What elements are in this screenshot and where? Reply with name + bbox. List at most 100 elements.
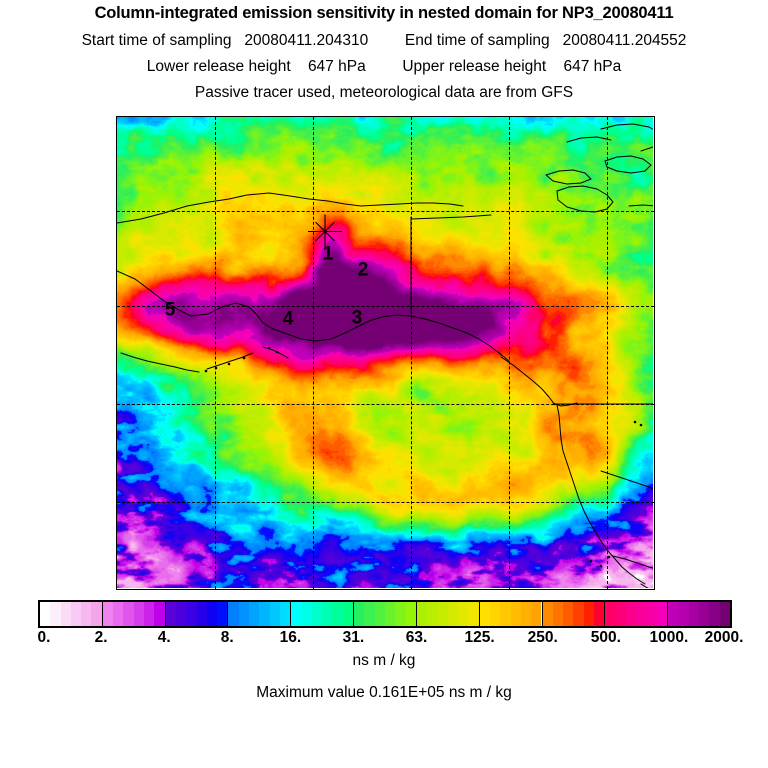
colorbar-container: 0. 2. 4. 8. 16. 31. 63. 125. 250. 500. 1000. 2000. bbox=[38, 600, 743, 646]
colorbar-step bbox=[186, 602, 197, 626]
maximum-value-label: Maximum value 0.161E+05 ns m / kg bbox=[256, 684, 512, 701]
colorbar-step bbox=[238, 602, 250, 626]
end-time-value: 20080411.204552 bbox=[562, 32, 687, 49]
colorbar-step bbox=[688, 602, 700, 626]
island-dot-8 bbox=[607, 555, 611, 559]
colorbar-step bbox=[437, 602, 448, 626]
colorbar-step bbox=[384, 602, 396, 626]
trajectory-label-1: 1 bbox=[322, 243, 334, 265]
colorbar-step bbox=[322, 602, 333, 626]
colorbar-step bbox=[175, 602, 187, 626]
colorbar-step bbox=[154, 602, 165, 626]
colorbar-unit-label: ns m / kg bbox=[352, 652, 416, 669]
end-time-label: End time of sampling bbox=[404, 32, 550, 49]
coastline-segment-1 bbox=[117, 270, 510, 362]
colorbar-step bbox=[427, 602, 438, 626]
colorbar-step bbox=[217, 602, 228, 626]
colorbar-tick-7: 125. bbox=[464, 629, 495, 646]
upper-release-height-value: 647 hPa bbox=[563, 58, 622, 75]
colorbar-step bbox=[593, 602, 605, 626]
coastline-segment-10 bbox=[410, 214, 492, 220]
colorbar-step bbox=[259, 602, 270, 626]
colorbar-step bbox=[573, 602, 584, 626]
colorbar-tick-labels: 0. 2. 4. 8. 16. 31. 63. 125. 250. 500. 1000. 2000. bbox=[37, 629, 744, 651]
coastline-segment-12 bbox=[604, 155, 652, 174]
island-dot-0 bbox=[204, 369, 208, 373]
coastline-segment-16 bbox=[600, 123, 653, 130]
colorbar-step bbox=[228, 602, 239, 626]
colorbar-segment-5 bbox=[354, 602, 417, 626]
coastline-segment-19 bbox=[612, 555, 653, 569]
lower-release-height-value: 647 hPa bbox=[307, 58, 366, 75]
colorbar-step bbox=[144, 602, 155, 626]
island-dot-1 bbox=[214, 366, 218, 370]
colorbar-step bbox=[416, 602, 428, 626]
trajectory-label-2: 2 bbox=[357, 259, 369, 281]
colorbar-tick-1: 2. bbox=[94, 629, 108, 646]
colorbar-step bbox=[301, 602, 312, 626]
coastline-segment-17 bbox=[566, 136, 612, 143]
trajectory-label-3: 3 bbox=[351, 307, 363, 329]
lower-release-height-label: Lower release height bbox=[146, 58, 291, 75]
colorbar-step bbox=[165, 602, 176, 626]
colorbar-step bbox=[668, 602, 679, 626]
colorbar-step bbox=[563, 602, 574, 626]
coastline-segment-11 bbox=[556, 185, 614, 213]
colorbar-segment-4 bbox=[291, 602, 355, 626]
colorbar-step bbox=[40, 602, 51, 626]
colorbar-step bbox=[489, 602, 501, 626]
colorbar-step bbox=[332, 602, 343, 626]
colorbar-step bbox=[269, 602, 280, 626]
colorbar-step bbox=[615, 602, 626, 626]
colorbar-step bbox=[709, 602, 720, 626]
coastline-segment-7 bbox=[556, 404, 646, 585]
colorbar-step bbox=[552, 602, 564, 626]
map-plot-area: 1 2 3 4 5 bbox=[116, 116, 655, 590]
release-height-row: Lower release height 647 hPa Upper relea… bbox=[0, 58, 768, 76]
coastline-segment-18 bbox=[600, 470, 653, 490]
colorbar-step bbox=[374, 602, 385, 626]
island-dot-5 bbox=[275, 350, 279, 354]
colorbar-step bbox=[479, 602, 490, 626]
island-dot-3 bbox=[242, 356, 246, 360]
colorbar-segment-7 bbox=[479, 602, 543, 626]
colorbar-step bbox=[364, 602, 375, 626]
coastline-segment-3 bbox=[206, 352, 254, 370]
colorbar-step bbox=[636, 602, 647, 626]
island-dot-7 bbox=[599, 564, 603, 568]
colorbar-segment-8 bbox=[542, 602, 606, 626]
colorbar-tick-10: 1000. bbox=[649, 629, 689, 646]
colorbar-step bbox=[656, 602, 668, 626]
island-dot-6 bbox=[589, 559, 593, 563]
colorbar-step bbox=[468, 602, 479, 626]
page-title: Column-integrated emission sensitivity i… bbox=[94, 4, 674, 22]
colorbar-tick-5: 31. bbox=[342, 629, 365, 646]
start-time-value: 20080411.204310 bbox=[244, 32, 369, 49]
colorbar-step bbox=[354, 602, 365, 626]
colorbar-step bbox=[279, 602, 291, 626]
colorbar-step bbox=[605, 602, 616, 626]
colorbar-step bbox=[395, 602, 406, 626]
colorbar-step bbox=[678, 602, 689, 626]
colorbar-step bbox=[458, 602, 469, 626]
island-dot-9 bbox=[633, 420, 637, 424]
coastline-segment-14 bbox=[640, 146, 653, 152]
coastline-segment-0 bbox=[117, 192, 464, 224]
colorbar-step bbox=[102, 602, 114, 626]
colorbar-tick-11: 2000. bbox=[704, 629, 744, 646]
colorbar-segment-6 bbox=[416, 602, 480, 626]
colorbar-step bbox=[50, 602, 61, 626]
colorbar-step bbox=[646, 602, 657, 626]
coastline-overlay bbox=[117, 123, 653, 588]
colorbar-tick-0: 0. bbox=[37, 629, 51, 646]
colorbar-segment-9 bbox=[605, 602, 669, 626]
colorbar-step bbox=[91, 602, 102, 626]
colorbar-segment-1 bbox=[102, 602, 166, 626]
release-location-star bbox=[306, 213, 344, 256]
colorbar-step bbox=[405, 602, 416, 626]
colorbar-step bbox=[447, 602, 459, 626]
colorbar-step bbox=[520, 602, 532, 626]
coastline-segment-13 bbox=[545, 169, 592, 185]
colorbar-segment-3 bbox=[228, 602, 292, 626]
colorbar-step bbox=[500, 602, 511, 626]
